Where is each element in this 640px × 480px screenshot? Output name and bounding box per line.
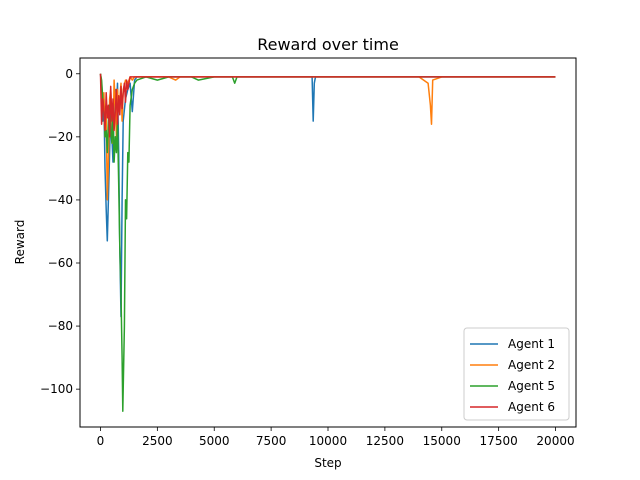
x-tick-label: 2500	[142, 434, 173, 448]
legend-label: Agent 2	[508, 358, 555, 372]
x-axis-ticks: 0 2500 5000 7500 10000 12500 15000 17500 20000	[97, 427, 575, 448]
series-lines	[99, 73, 556, 412]
x-tick-label: 12500	[366, 434, 404, 448]
y-tick-label: −80	[48, 319, 73, 333]
y-tick-label: −40	[48, 193, 73, 207]
y-axis-label: Reward	[13, 220, 27, 265]
legend-label: Agent 1	[508, 337, 555, 351]
y-tick-label: 0	[65, 67, 73, 81]
x-axis-label: Step	[314, 456, 341, 470]
x-tick-label: 15000	[423, 434, 461, 448]
x-tick-label: 0	[97, 434, 105, 448]
legend-label: Agent 5	[508, 379, 555, 393]
x-tick-label: 17500	[480, 434, 518, 448]
y-tick-label: −100	[40, 382, 73, 396]
legend-label: Agent 6	[508, 400, 555, 414]
legend-box	[463, 327, 570, 421]
y-tick-label: −20	[48, 130, 73, 144]
x-tick-label: 20000	[536, 434, 574, 448]
y-tick-label: −60	[48, 256, 73, 270]
y-axis-ticks: 0 −20 −40 −60 −80 −100	[40, 67, 80, 396]
x-tick-label: 10000	[309, 434, 347, 448]
chart-title: Reward over time	[257, 35, 399, 54]
x-tick-label: 7500	[256, 434, 287, 448]
series-line-4	[99, 73, 556, 138]
x-tick-label: 5000	[199, 434, 230, 448]
legend: Agent 1 Agent 2 Agent 5 Agent 6	[463, 327, 570, 421]
